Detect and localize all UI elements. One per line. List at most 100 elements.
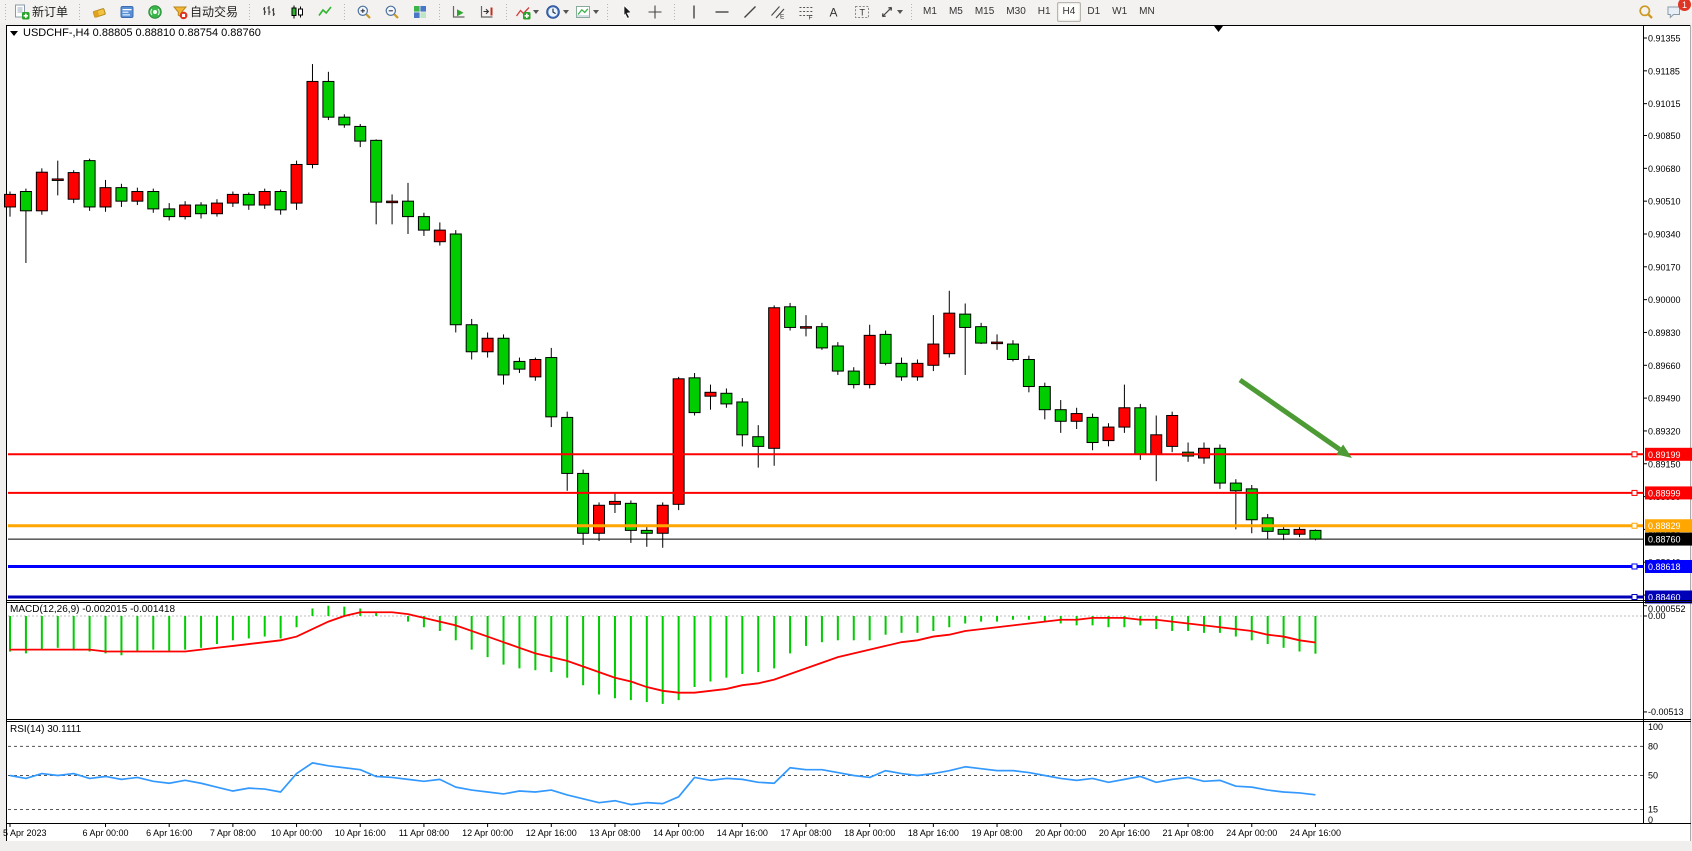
- arrows-button[interactable]: [876, 1, 906, 23]
- vertical-line-button[interactable]: [680, 1, 708, 23]
- timeframe-button-h4[interactable]: H4: [1056, 1, 1082, 22]
- price-label-text: 0.88460: [1648, 592, 1681, 602]
- search-icon: [1639, 5, 1653, 19]
- time-axis-label: 24 Apr 00:00: [1226, 828, 1277, 838]
- candle: [417, 216, 430, 231]
- candle: [800, 326, 812, 329]
- timeframe-button-m1[interactable]: M1: [923, 6, 937, 17]
- candle: [210, 202, 223, 215]
- trendline-button[interactable]: [736, 1, 764, 23]
- chart-shift-icon: [480, 5, 493, 18]
- candle: [83, 160, 96, 208]
- zoom-out-button[interactable]: [378, 1, 406, 23]
- auto-scroll-button[interactable]: [445, 1, 473, 23]
- candle: [163, 208, 176, 218]
- line-endpoint-marker[interactable]: [1631, 489, 1638, 496]
- timeframe-button-m5[interactable]: M5: [948, 6, 963, 17]
- candle: [1054, 409, 1067, 422]
- candle: [736, 401, 749, 436]
- chart-shift-marker[interactable]: [1214, 26, 1223, 32]
- candle: [545, 357, 558, 418]
- price-tick-label: 0.89660: [1648, 361, 1681, 371]
- candle: [752, 436, 765, 447]
- horizontal-line-object[interactable]: 0.89199: [8, 447, 1692, 461]
- candle: [991, 341, 1004, 345]
- styler-button[interactable]: [85, 1, 113, 23]
- line-chart-button[interactable]: [311, 1, 339, 23]
- cursor-button[interactable]: [613, 1, 641, 23]
- crosshair-button[interactable]: [641, 1, 669, 23]
- chevron-down-icon: [533, 9, 540, 14]
- candle: [831, 345, 844, 372]
- candle: [51, 178, 64, 181]
- candlestick-chart-button[interactable]: [283, 1, 311, 23]
- trend-arrow-object[interactable]: [1238, 377, 1352, 458]
- candle: [370, 139, 383, 203]
- candle: [242, 193, 255, 206]
- timeframe-button-d1[interactable]: D1: [1087, 6, 1101, 17]
- candle: [147, 191, 160, 210]
- candle: [354, 125, 367, 142]
- periods-button[interactable]: [542, 1, 572, 23]
- autoscroll-icon: [452, 5, 465, 18]
- text-button[interactable]: A: [820, 1, 848, 23]
- tile-windows-button[interactable]: [406, 1, 434, 23]
- timeframe-button-mn[interactable]: MN: [1139, 6, 1155, 17]
- templates-button[interactable]: [572, 1, 602, 23]
- horizontal-line-object[interactable]: 0.88618: [8, 559, 1692, 573]
- chart-canvas[interactable]: 0.91355 0.91185 0.91015 0.90850 0.90680 0.905…: [0, 23, 1692, 851]
- arrow-head[interactable]: [1336, 444, 1352, 458]
- chat-button[interactable]: 1: [1660, 0, 1691, 23]
- horizontal-line-button[interactable]: [708, 1, 736, 23]
- candle: [115, 187, 128, 202]
- candles-icon: [291, 5, 304, 18]
- candle: [975, 326, 988, 344]
- notification-badge: 1: [1678, 0, 1691, 11]
- price-label-text: 0.88829: [1648, 521, 1681, 531]
- horizontal-line-object[interactable]: 0.88999: [8, 486, 1692, 500]
- horizontal-line-object[interactable]: 0.88760: [8, 532, 1692, 546]
- candle: [179, 204, 192, 218]
- candle: [1086, 416, 1099, 444]
- indicators-button[interactable]: [512, 1, 542, 23]
- arrow-shaft[interactable]: [1238, 377, 1342, 452]
- macd-signal-line: [10, 611, 1316, 694]
- charts-window-button[interactable]: [113, 1, 141, 23]
- line-endpoint-marker[interactable]: [1631, 522, 1638, 529]
- crosshair-icon: [648, 5, 662, 18]
- horizontal-line-object[interactable]: 0.88829: [8, 519, 1692, 533]
- svg-text:F: F: [809, 14, 813, 20]
- autotrade-button[interactable]: 自动交易: [169, 1, 244, 23]
- chart-shift-button[interactable]: [473, 1, 501, 23]
- line-endpoint-marker[interactable]: [1631, 593, 1638, 600]
- candle: [943, 312, 956, 355]
- candle: [895, 362, 908, 378]
- new-order-button[interactable]: 新订单: [11, 1, 74, 23]
- price-label-text: 0.88999: [1648, 488, 1681, 498]
- signal-button[interactable]: [141, 1, 169, 23]
- line-endpoint-marker[interactable]: [1631, 451, 1638, 458]
- bar-chart-button[interactable]: [255, 1, 283, 23]
- candle: [847, 370, 860, 386]
- timeframe-button-h1[interactable]: H1: [1037, 6, 1051, 17]
- text-label-button[interactable]: T: [848, 1, 876, 23]
- line-endpoint-marker[interactable]: [1631, 563, 1638, 570]
- channel-button[interactable]: E: [764, 1, 792, 23]
- time-axis-label: 18 Apr 16:00: [908, 828, 959, 838]
- timeframe-button-m30[interactable]: M30: [1006, 6, 1026, 17]
- candle: [513, 360, 526, 370]
- fibonacci-button[interactable]: F: [792, 1, 820, 23]
- candle: [815, 326, 828, 349]
- channel-icon: E: [771, 5, 785, 20]
- price-tick-label: 0.89320: [1648, 426, 1681, 436]
- time-axis-label: 6 Apr 00:00: [82, 828, 128, 838]
- price-label-badge: [1645, 559, 1692, 573]
- candle: [688, 377, 701, 414]
- search-button[interactable]: [1632, 1, 1660, 23]
- timeframe-button-w1[interactable]: W1: [1112, 6, 1128, 17]
- candle: [577, 472, 590, 534]
- zoom-in-button[interactable]: [350, 1, 378, 23]
- symbol-dropdown-icon[interactable]: [10, 31, 18, 36]
- timeframe-button-m15[interactable]: M15: [974, 6, 995, 17]
- candle: [529, 358, 542, 378]
